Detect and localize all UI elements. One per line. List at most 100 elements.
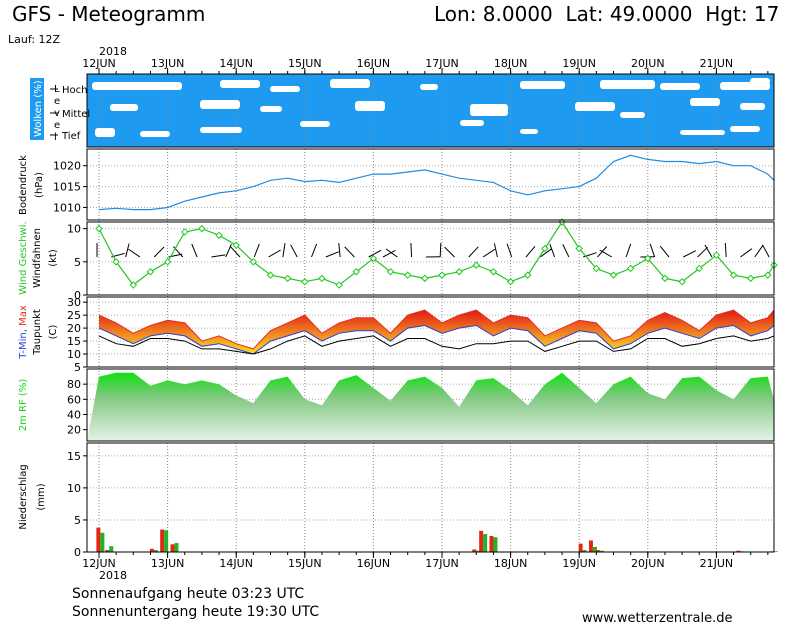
precip-bar-green <box>100 533 104 552</box>
wind-barb <box>526 246 535 257</box>
x-tick-label: 21JUN <box>700 57 734 70</box>
wind-barb <box>626 244 631 257</box>
wind-tick-label: 10 <box>67 223 81 236</box>
precip-tick-label: 5 <box>74 514 81 527</box>
wind-barb <box>445 247 455 257</box>
wind-ylabel: (kt) <box>48 249 59 267</box>
wind-barb <box>254 244 259 257</box>
wind-barb <box>211 255 225 257</box>
cloud-ylabel-letter: e <box>54 96 60 107</box>
source-label: www.wetterzentrale.de <box>582 611 732 626</box>
cloud-gap <box>680 130 725 135</box>
wind-speed-point <box>456 269 462 275</box>
wind-barb <box>550 244 555 257</box>
cloud-gap <box>520 81 565 89</box>
rh-title: 2m RF (%) <box>18 379 29 432</box>
x-tick-label: 15JUN <box>288 57 322 70</box>
cloud-gap <box>470 104 508 116</box>
wind-barb <box>154 247 164 257</box>
cloud-ylabel-letter: L <box>54 84 60 95</box>
cloud-gap <box>420 84 438 90</box>
wind-barb <box>600 250 612 257</box>
precip-bar-red <box>479 531 483 552</box>
cloud-ylabel-letter: v <box>54 108 60 119</box>
wind-speed-line <box>99 222 774 285</box>
precip-bar-green <box>174 543 178 552</box>
x-tick-label: 12JUN <box>82 57 116 70</box>
cloud-gap <box>740 103 765 110</box>
x-tick-label: 13JUN <box>151 57 185 70</box>
x-tick-label: 13JUN <box>151 557 185 570</box>
wind-tick-label: 5 <box>74 256 81 269</box>
x-tick-label: 20JUN <box>631 557 665 570</box>
wind-barb <box>755 246 763 258</box>
wind-title: Wind Geschwi. <box>18 221 29 294</box>
x-tick-label: 19JUN <box>562 557 596 570</box>
wind-barb <box>126 244 130 258</box>
x-tick-label: 16JUN <box>357 57 391 70</box>
wind-speed-point <box>422 275 428 281</box>
precip-tick-label: 0 <box>74 546 81 559</box>
wind-speed-point <box>473 262 479 268</box>
cloud-gap <box>520 129 538 134</box>
wind-barb <box>563 244 569 257</box>
cloud-level-label: Hoch <box>62 85 87 96</box>
wind-speed-point <box>405 272 411 278</box>
x-tick-label: 14JUN <box>219 57 253 70</box>
wind-barb <box>660 246 669 257</box>
precip-bar-green <box>164 530 168 552</box>
cloud-gap <box>300 121 330 127</box>
pressure-line <box>99 155 774 209</box>
precip-ylabel: (mm) <box>36 483 47 510</box>
cloud-level-label: Tief <box>61 131 81 142</box>
pressure-tick-label: 1020 <box>53 160 81 173</box>
temp-tick-label: 30 <box>67 296 81 309</box>
cloud-title: Wolken (%) <box>33 80 44 137</box>
x-tick-label: 16JUN <box>357 557 391 570</box>
precip-bar-red <box>170 544 174 552</box>
wind-barb <box>312 244 317 257</box>
temp-ylabel: (C) <box>48 325 59 340</box>
pressure-frame <box>87 149 774 220</box>
wind-barb <box>269 250 281 257</box>
cloud-gap <box>620 112 645 118</box>
rh-tick-label: 20 <box>67 424 81 437</box>
wind-speed-point <box>439 272 445 278</box>
wind-subtitle: Windfahnen <box>32 228 43 288</box>
wind-barb <box>469 247 479 257</box>
wind-barb <box>291 245 298 257</box>
wind-barb <box>411 243 412 257</box>
wind-barb <box>326 252 339 257</box>
temp-tick-label: 20 <box>67 322 81 335</box>
wind-barb <box>705 245 712 257</box>
rh-tick-label: 40 <box>67 408 81 421</box>
wind-barb <box>226 244 232 257</box>
pressure-tick-label: 1015 <box>53 181 81 194</box>
cloud-level-label: Mittel <box>62 109 90 120</box>
temp-tick-label: 25 <box>67 309 81 322</box>
x-tick-label: 17JUN <box>425 57 459 70</box>
year-label-top: 2018 <box>99 45 127 58</box>
precip-bar-green <box>493 537 497 552</box>
cloud-gap <box>220 80 260 88</box>
dewpoint-label: Taupunkt <box>32 309 43 356</box>
wind-speed-point <box>490 269 496 275</box>
precip-tick-label: 15 <box>67 450 81 463</box>
temp-title: T-Min, Max <box>18 305 29 360</box>
wind-barb <box>339 243 340 257</box>
year-label-bottom: 2018 <box>99 569 127 582</box>
precip-bar-red <box>96 528 100 552</box>
wind-barb <box>698 247 708 257</box>
precip-title: Niederschlag <box>18 464 29 529</box>
cloud-ylabel-letter: e <box>54 120 60 131</box>
wind-barb <box>762 245 769 257</box>
wind-speed-point <box>216 232 222 238</box>
cloud-gap <box>270 86 300 92</box>
wind-frame <box>87 222 774 295</box>
cloud-gap <box>260 106 282 112</box>
cloud-gap <box>690 98 720 106</box>
cloud-gap <box>330 79 370 88</box>
wind-barb <box>345 247 355 257</box>
wind-barb <box>192 244 197 257</box>
precip-frame <box>87 443 774 552</box>
